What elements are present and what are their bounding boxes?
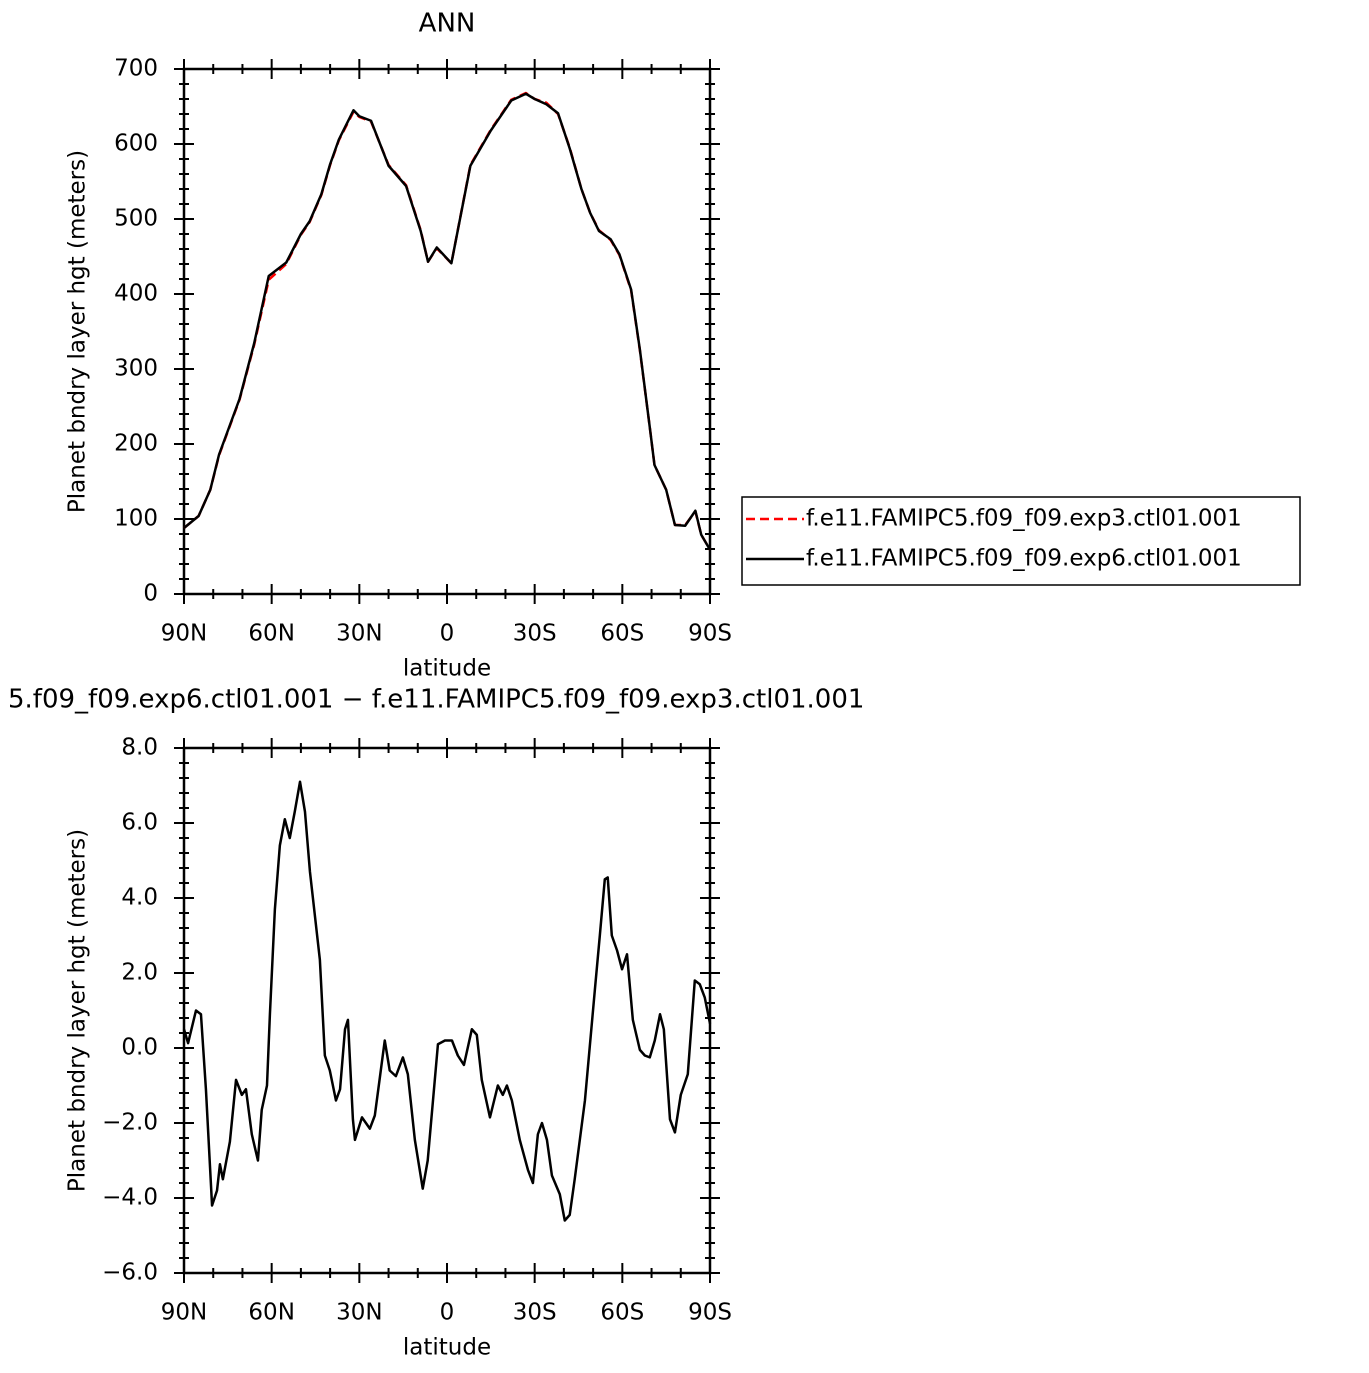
y-tick-label: 200: [114, 431, 158, 457]
data-line: [183, 91, 712, 551]
data-line: [183, 92, 712, 551]
data-line: [182, 780, 712, 1222]
x-axis-label: latitude: [403, 656, 491, 682]
chart-title: ANN: [419, 9, 476, 39]
x-tick-label: 90N: [161, 621, 207, 647]
y-tick-label: −6.0: [102, 1260, 158, 1286]
y-tick-label: 2.0: [121, 960, 158, 986]
legend-label: f.e11.FAMIPC5.f09_f09.exp3.ctl01.001: [806, 506, 1242, 532]
x-tick-label: 0: [440, 1300, 455, 1326]
legend-box: [741, 496, 1301, 586]
y-tick-label: 600: [114, 131, 158, 157]
x-tick-label: 30N: [336, 1300, 382, 1326]
x-tick-label: 60S: [600, 1300, 644, 1326]
legend-label: f.e11.FAMIPC5.f09_f09.exp6.ctl01.001: [806, 546, 1242, 572]
y-tick-label: 300: [114, 356, 158, 382]
y-axis-label: Planet bndry layer hgt (meters): [65, 150, 91, 513]
x-tick-label: 90S: [688, 1300, 732, 1326]
y-tick-label: −4.0: [102, 1185, 158, 1211]
x-tick-label: 60N: [248, 621, 294, 647]
y-tick-label: 0: [143, 581, 158, 607]
x-tick-label: 30N: [336, 621, 382, 647]
x-tick-label: 90S: [688, 621, 732, 647]
x-tick-label: 30S: [513, 621, 557, 647]
y-axis-label: Planet bndry layer hgt (meters): [65, 829, 91, 1192]
x-tick-label: 90N: [161, 1300, 207, 1326]
x-tick-label: 60N: [248, 1300, 294, 1326]
x-tick-label: 0: [440, 621, 455, 647]
y-tick-label: 700: [114, 56, 158, 82]
y-tick-label: 4.0: [121, 885, 158, 911]
x-axis-label: latitude: [403, 1335, 491, 1361]
y-tick-label: 0.0: [121, 1035, 158, 1061]
y-tick-label: 400: [114, 281, 158, 307]
y-tick-label: 8.0: [121, 735, 158, 761]
y-tick-label: 100: [114, 506, 158, 532]
chart-title: 5.f09_f09.exp6.ctl01.001 − f.e11.FAMIPC5…: [8, 685, 864, 715]
plot-frame: [182, 67, 712, 596]
x-tick-label: 60S: [600, 621, 644, 647]
y-tick-label: 500: [114, 206, 158, 232]
y-tick-label: 6.0: [121, 810, 158, 836]
x-tick-label: 30S: [513, 1300, 557, 1326]
y-tick-label: −2.0: [102, 1110, 158, 1136]
